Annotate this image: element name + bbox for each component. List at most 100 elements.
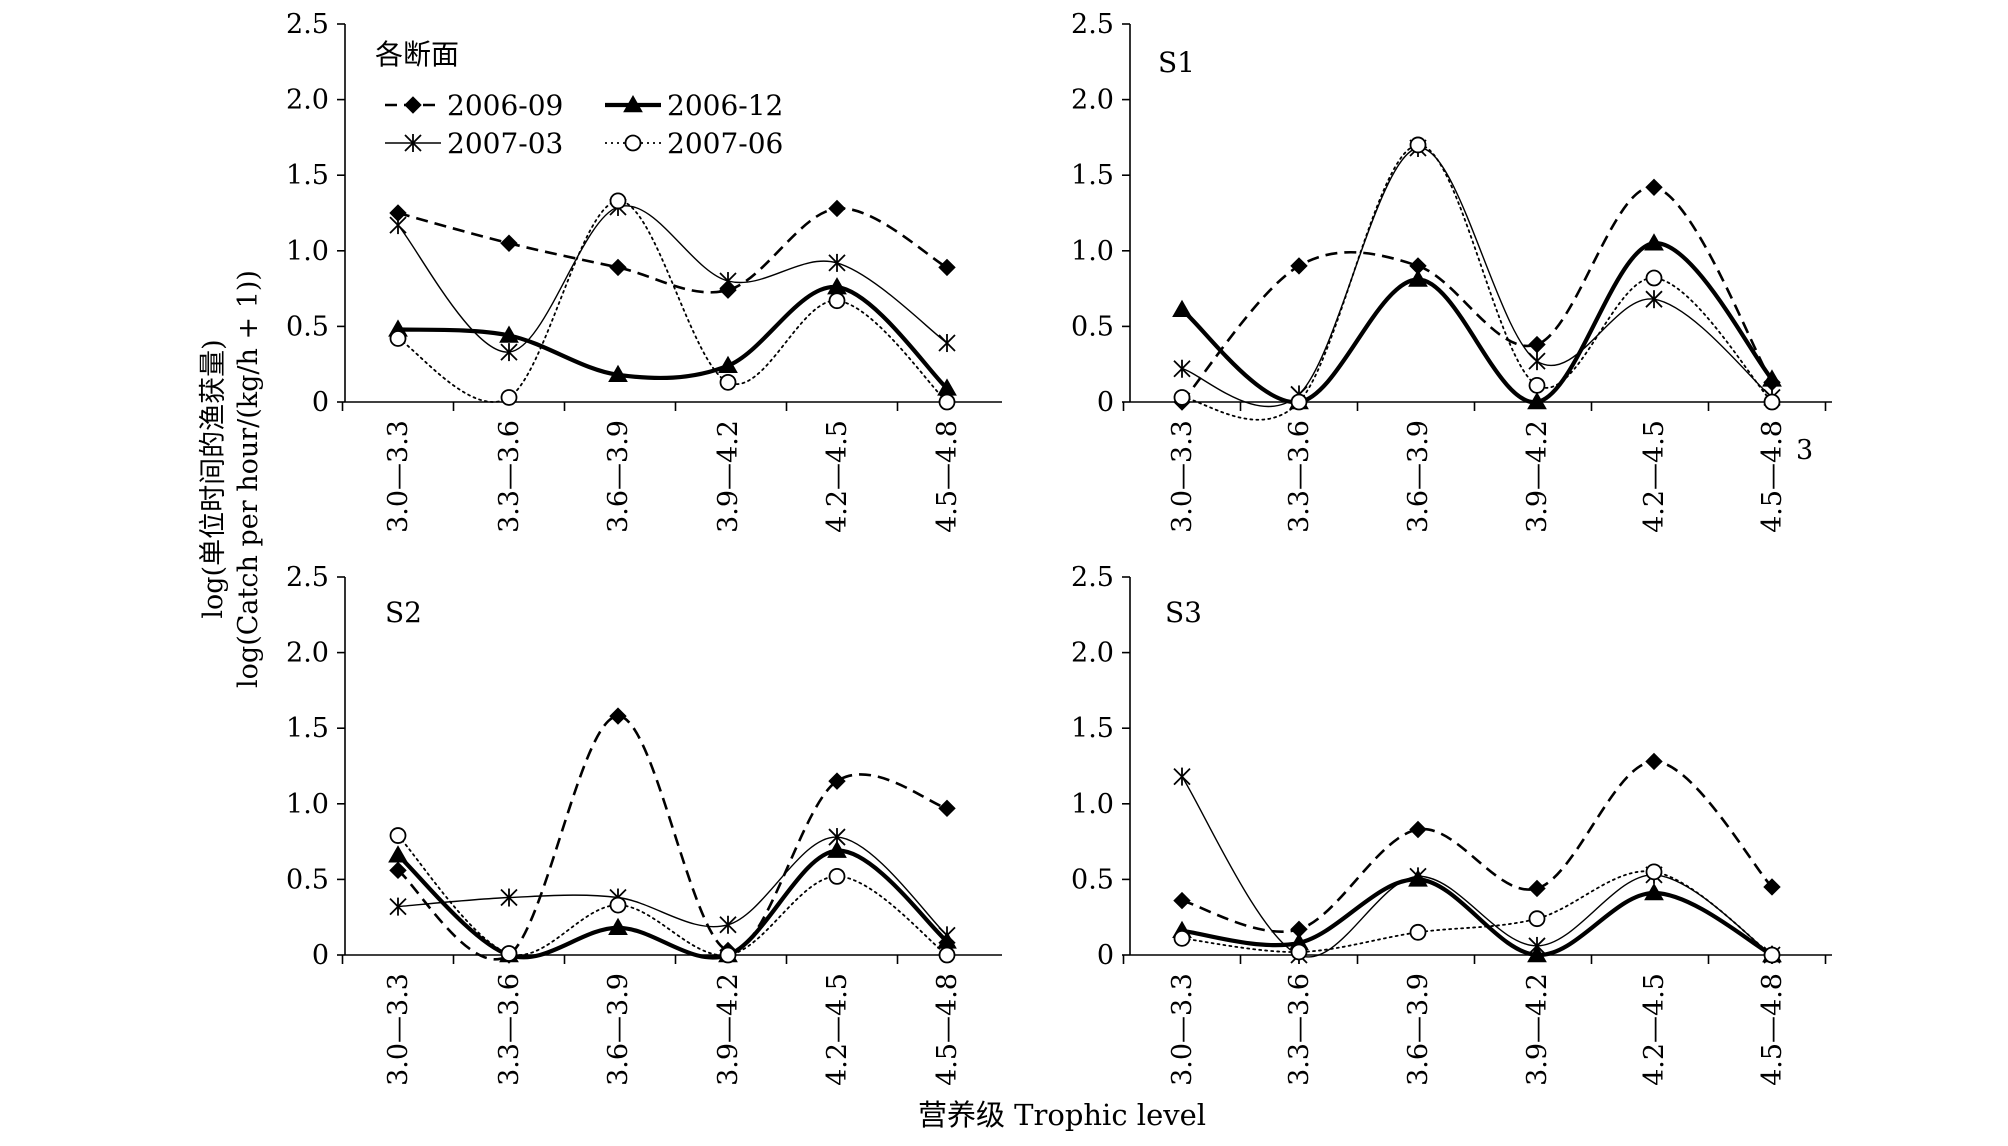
panel-s1: 0 0.5 1.0 1.5 2.0 2.5 3.0—3.3 3.3—3.6 3.6—3.9 3.9… <box>1071 9 1832 533</box>
panel-label: S1 <box>1158 46 1195 79</box>
data-point-2007-06 <box>609 896 627 914</box>
y-tick-label: 1.5 <box>1071 713 1114 744</box>
data-point-2006-12 <box>827 840 847 858</box>
data-point-2006-12 <box>1644 233 1664 251</box>
y-tick-label: 2.5 <box>1071 562 1114 593</box>
data-point-2007-06 <box>719 946 737 964</box>
data-point-2006-09 <box>828 772 846 790</box>
y-axis-title-en: log(Catch per hour/(kg/h + 1)) <box>233 270 264 688</box>
legend-marker <box>404 96 422 114</box>
data-point-2007-03 <box>828 828 846 847</box>
x-tick-label: 4.2—4.5 <box>1639 420 1670 533</box>
series-line-2006-09 <box>397 207 948 294</box>
data-point-2007-06 <box>1290 393 1308 411</box>
data-point-2007-03 <box>828 253 846 272</box>
series-line-2007-06 <box>1181 870 1773 956</box>
data-point-2006-12 <box>1644 883 1664 901</box>
data-point-2006-09 <box>500 234 518 252</box>
y-tick-label: 0 <box>1097 387 1114 418</box>
data-point-2007-06 <box>1645 269 1663 287</box>
x-tick-label: 4.2—4.5 <box>822 973 853 1086</box>
y-tick-label: 0.5 <box>286 864 329 895</box>
x-tick-label: 3.6—3.9 <box>1403 420 1434 533</box>
series-line-2006-12 <box>1181 877 1774 958</box>
x-tick-label: 3.3—3.6 <box>494 420 525 533</box>
y-tick-label: 1.0 <box>286 236 329 267</box>
x-tick-label: 3.6—3.9 <box>603 973 634 1086</box>
series-line-2006-09 <box>1181 185 1774 403</box>
y-tick-label: 1.5 <box>286 713 329 744</box>
data-point-2006-09 <box>1173 891 1191 910</box>
data-point-2006-12 <box>499 325 519 343</box>
legend-symbol-2006-09 <box>385 96 441 114</box>
data-point-2006-12 <box>608 917 628 936</box>
panel-label: S3 <box>1165 596 1202 629</box>
x-tick-label: 3.6—3.9 <box>1403 973 1434 1086</box>
x-tick-label: 3.0—3.3 <box>1167 420 1198 533</box>
x-axis-title: 营养级 Trophic level <box>918 1098 1206 1132</box>
y-tick-label: 2.5 <box>286 9 329 40</box>
data-point-2007-03 <box>1173 359 1191 378</box>
data-point-2006-12 <box>1762 369 1782 387</box>
y-tick-label: 0.5 <box>1071 311 1114 342</box>
x-tick-label: 4.2—4.5 <box>822 420 853 533</box>
data-point-2007-06 <box>828 867 846 885</box>
data-point-2006-12 <box>1408 269 1428 287</box>
data-point-2006-09 <box>609 707 627 725</box>
y-tick-label: 1.0 <box>286 789 329 820</box>
y-tick-label: 0 <box>1097 940 1114 971</box>
x-tick-label: 4.5—4.8 <box>932 420 963 533</box>
y-tick-label: 0.5 <box>286 311 329 342</box>
data-point-2007-06 <box>1409 923 1427 941</box>
legend: 2006-09 2006-12 2007-03 2007-06 <box>385 89 783 160</box>
series-line-2006-12 <box>396 848 949 960</box>
panel-all-sections: 0 0.5 1.0 1.5 2.0 2.5 3.0—3.3 3.3—3.6 3.6—3.9 3.9… <box>286 9 1002 533</box>
legend-label: 2006-09 <box>447 89 563 122</box>
y-tick-label: 0 <box>312 387 329 418</box>
x-tick-label: 3.6—3.9 <box>603 420 634 533</box>
data-point-2006-12 <box>388 845 408 863</box>
legend-marker <box>624 134 642 152</box>
data-point-2006-09 <box>1763 878 1781 896</box>
data-point-2006-09 <box>1528 335 1546 354</box>
x-tick-label: 3.9—4.2 <box>713 973 744 1086</box>
y-tick-label: 2.0 <box>1071 638 1114 669</box>
y-tick-label: 1.0 <box>1071 789 1114 820</box>
legend-symbol-2007-06 <box>605 134 661 152</box>
panel-s2: 0 0.5 1.0 1.5 2.0 2.5 3.0—3.3 3.3—3.6 3.6—3.9 3.9… <box>286 562 1002 1086</box>
data-point-2007-06 <box>1173 929 1191 947</box>
data-point-2006-09 <box>389 861 407 880</box>
data-point-2006-09 <box>1528 879 1546 898</box>
data-point-2007-06 <box>828 292 846 310</box>
series-line-2007-03 <box>397 836 948 936</box>
data-point-2006-09 <box>609 258 627 277</box>
data-point-2007-03 <box>719 272 737 291</box>
data-point-2006-09 <box>1409 820 1427 839</box>
x-tick-label: 3.3—3.6 <box>1284 973 1315 1086</box>
y-tick-label: 2.0 <box>286 85 329 116</box>
data-point-2007-06 <box>609 192 627 210</box>
legend-label: 2007-03 <box>447 127 563 160</box>
data-point-2007-03 <box>1528 352 1546 371</box>
data-point-2007-06 <box>1290 943 1308 961</box>
series-line-2007-06 <box>397 834 948 956</box>
y-axis-title-cn: log(单位时间的渔获量) <box>198 339 229 618</box>
data-point-2007-03 <box>938 334 956 353</box>
data-point-2006-09 <box>1645 752 1663 771</box>
y-tick-label: 2.0 <box>1071 85 1114 116</box>
y-tick-label: 0.5 <box>1071 864 1114 895</box>
data-point-2007-03 <box>1645 290 1663 309</box>
y-tick-label: 2.0 <box>286 638 329 669</box>
x-tick-label: 4.5—4.8 <box>1757 973 1788 1086</box>
legend-marker <box>404 134 422 152</box>
data-point-2006-12 <box>608 364 628 383</box>
data-point-2007-03 <box>1528 936 1546 955</box>
x-tick-label: 3.9—4.2 <box>1522 420 1553 533</box>
y-tick-label: 1.5 <box>286 160 329 191</box>
data-point-2007-03 <box>719 915 737 934</box>
data-point-2006-12 <box>1172 299 1192 318</box>
data-point-2007-06 <box>1645 863 1663 881</box>
data-point-2007-03 <box>500 343 518 362</box>
legend-label: 2007-06 <box>667 127 783 160</box>
data-point-2006-09 <box>1290 257 1308 275</box>
